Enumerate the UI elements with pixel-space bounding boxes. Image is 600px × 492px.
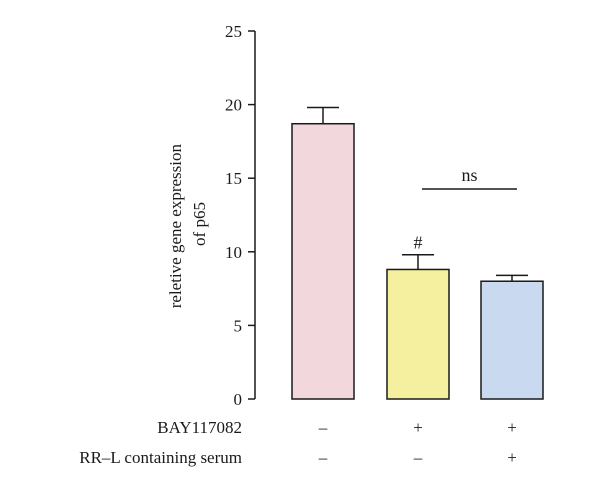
condition-sign: + [507,418,517,437]
y-axis-label: reletive gene expression of p65 [166,140,209,309]
bar [480,280,544,400]
significance-label: ns [461,165,477,185]
significance-group: # ns [414,165,517,253]
y-tick-label: 0 [234,390,243,409]
condition-row-label: BAY117082 [157,418,242,437]
condition-sign: + [413,418,423,437]
condition-sign: – [318,448,328,467]
y-tick-label: 10 [225,243,242,262]
condition-sign: – [318,418,328,437]
error-bars-group [307,106,528,282]
y-tick-label: 15 [225,169,242,188]
bar [386,268,450,400]
y-tick-label: 5 [234,316,243,335]
y-axis-label-line-2: of p65 [190,202,209,246]
bar [291,122,355,400]
bars-group [291,122,544,400]
condition-sign: – [413,448,423,467]
significance-marker: # [414,233,423,253]
condition-row-label: RR–L containing serum [79,448,242,467]
condition-table: BAY117082 – + + RR–L containing serum – – + [79,418,517,467]
axes: 0 5 10 15 20 25 [225,22,256,409]
condition-sign: + [507,448,517,467]
y-tick-label: 25 [225,22,242,41]
y-axis-label-line-1: reletive gene expression [166,143,185,308]
y-tick-label: 20 [225,96,242,115]
